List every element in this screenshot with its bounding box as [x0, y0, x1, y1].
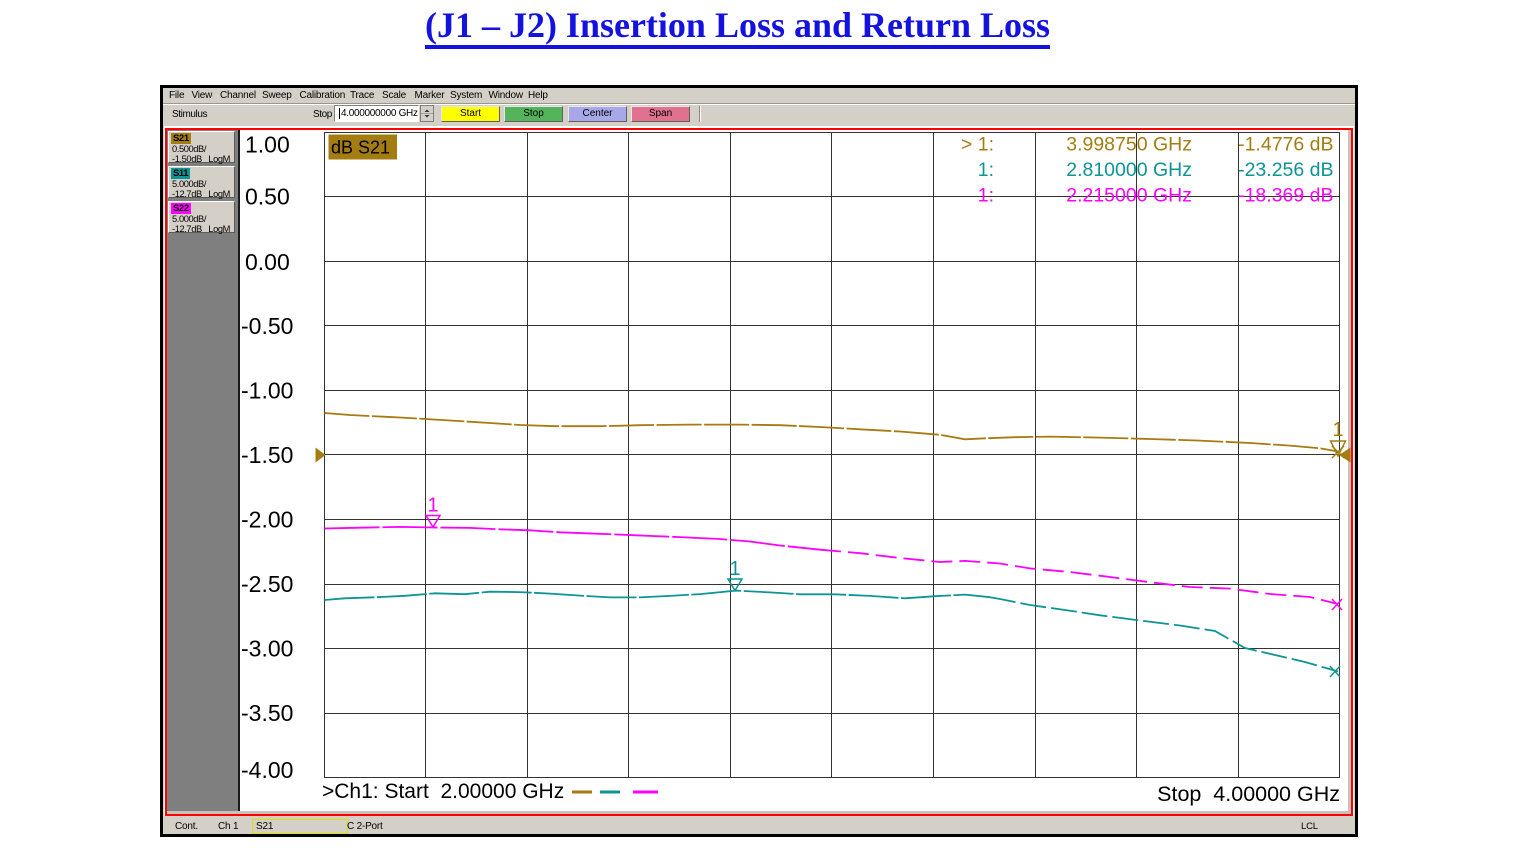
- svg-text:-0.50: -0.50: [241, 313, 293, 339]
- svg-text:1: 1: [729, 558, 740, 580]
- svg-text:1: 1: [427, 495, 438, 517]
- svg-text:Stop 4.00000 GHz: Stop 4.00000 GHz: [1157, 782, 1340, 806]
- svg-text:-2.50: -2.50: [241, 571, 293, 597]
- svg-text:-3.00: -3.00: [241, 635, 293, 661]
- svg-text:> 1:: > 1:: [961, 134, 994, 156]
- svg-text:-1.50: -1.50: [241, 442, 293, 468]
- svg-text:1: 1: [1332, 419, 1343, 441]
- svg-text:-1.00: -1.00: [241, 377, 293, 403]
- svg-text:1.00: 1.00: [245, 132, 290, 158]
- svg-text:-4.00: -4.00: [241, 757, 293, 783]
- svg-text:-2.00: -2.00: [241, 507, 293, 533]
- svg-text:-3.50: -3.50: [241, 700, 293, 726]
- svg-text:1:: 1:: [978, 184, 994, 206]
- svg-text:0.50: 0.50: [245, 184, 290, 210]
- svg-text:dB S21: dB S21: [331, 138, 390, 158]
- svg-text:3.998750 GHz: 3.998750 GHz: [1066, 134, 1192, 156]
- svg-text:-23.256 dB: -23.256 dB: [1238, 159, 1333, 181]
- svg-text:2.215000 GHz: 2.215000 GHz: [1066, 184, 1192, 206]
- svg-text:2.810000 GHz: 2.810000 GHz: [1066, 159, 1192, 181]
- svg-text:1:: 1:: [978, 159, 994, 181]
- svg-text:>Ch1: Start 2.00000 GHz: >Ch1: Start 2.00000 GHz: [322, 780, 564, 803]
- svg-text:-18.369 dB: -18.369 dB: [1238, 184, 1333, 206]
- svg-text:-1.4776 dB: -1.4776 dB: [1238, 134, 1333, 156]
- svg-text:0.00: 0.00: [245, 249, 290, 275]
